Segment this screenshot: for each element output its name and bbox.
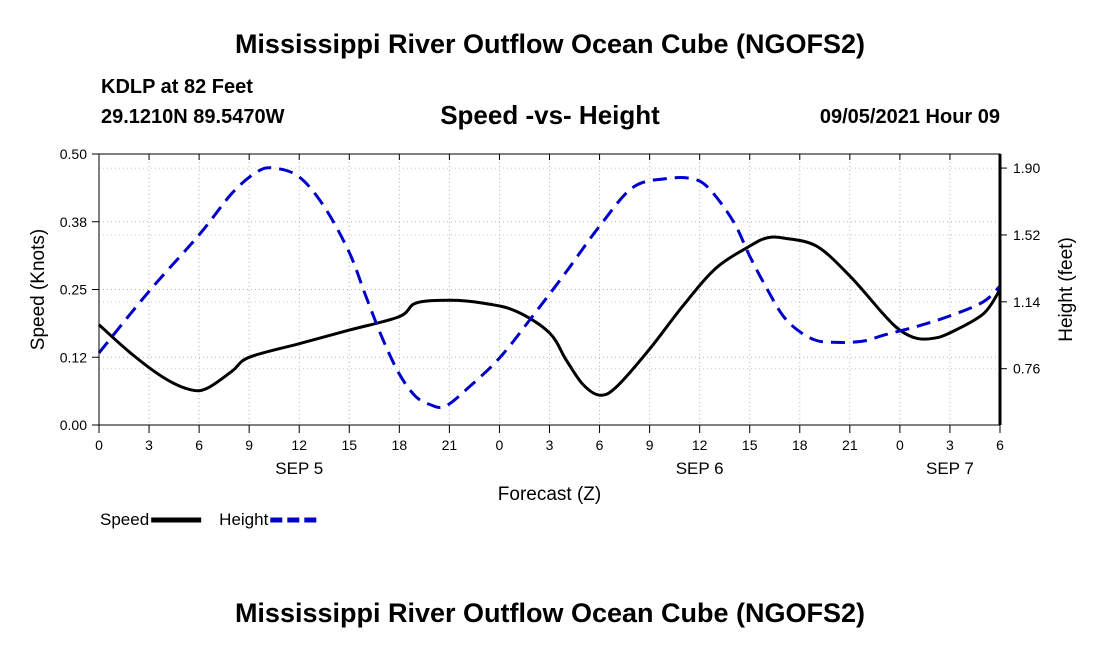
- x-tick-label: 9: [245, 437, 253, 453]
- legend-label-height: Height: [219, 510, 268, 529]
- chart-title: Mississippi River Outflow Ocean Cube (NG…: [234, 29, 866, 59]
- x-tick-label: 3: [546, 437, 554, 453]
- x-tick-label: 0: [896, 437, 904, 453]
- y-tick-label: 0.25: [60, 282, 87, 298]
- x-tick-label: 0: [496, 437, 504, 453]
- x-tick-label: 18: [792, 437, 808, 453]
- x-tick-label: 6: [996, 437, 1004, 453]
- station-name: KDLP at 82 Feet: [101, 76, 253, 98]
- x-tick-label: 9: [646, 437, 654, 453]
- legend-label-speed: Speed: [100, 510, 149, 529]
- y-tick-label: 0.38: [60, 214, 87, 230]
- x-axis-label: Forecast (Z): [498, 484, 601, 505]
- day-label: SEP 6: [676, 459, 724, 478]
- x-tick-label: 15: [341, 437, 357, 453]
- y2-tick-label: 0.76: [1013, 361, 1040, 377]
- chart-subtitle: Speed -vs- Height: [440, 100, 660, 130]
- x-tick-label: 21: [442, 437, 458, 453]
- x-tick-label: 0: [95, 437, 103, 453]
- day-label: SEP 7: [926, 459, 974, 478]
- y2-tick-label: 1.90: [1013, 160, 1040, 176]
- y-tick-label: 0.12: [60, 349, 87, 365]
- series-line-speed: [98, 235, 1002, 397]
- x-tick-label: 21: [842, 437, 858, 453]
- x-tick-label: 6: [596, 437, 604, 453]
- x-tick-label: 3: [946, 437, 954, 453]
- y2-tick-label: 1.52: [1013, 227, 1040, 243]
- x-tick-label: 3: [145, 437, 153, 453]
- x-tick-label: 12: [692, 437, 708, 453]
- footer-title: Mississippi River Outflow Ocean Cube (NG…: [234, 598, 866, 628]
- day-label: SEP 5: [275, 459, 323, 478]
- forecast-datetime: 09/05/2021 Hour 09: [819, 106, 1000, 128]
- x-tick-label: 6: [195, 437, 203, 453]
- x-tick-label: 18: [392, 437, 408, 453]
- y-axis-label: Speed (Knots): [28, 229, 49, 350]
- y2-axis-label: Height (feet): [1056, 237, 1077, 342]
- station-coordinates: 29.1210N 89.5470W: [101, 106, 285, 128]
- x-tick-label: 15: [742, 437, 758, 453]
- y2-tick-label: 1.14: [1013, 294, 1040, 310]
- x-tick-label: 12: [291, 437, 307, 453]
- y-tick-label: 0.00: [60, 417, 87, 433]
- series-line-height: [97, 166, 1002, 409]
- y-tick-label: 0.50: [60, 146, 87, 162]
